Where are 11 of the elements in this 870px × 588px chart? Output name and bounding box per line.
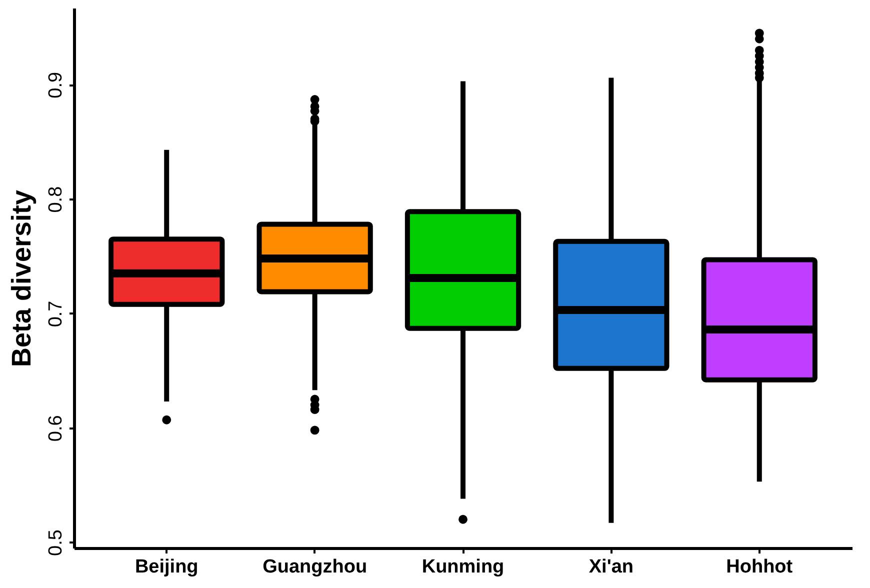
y-tick-label: 0.8 [46,186,66,213]
y-axis-title: Beta diversity [6,190,36,368]
y-tick-label: 0.7 [46,300,66,328]
x-tick-label: Hohhot [726,556,794,578]
x-tick-label: Xi'an [588,556,634,578]
x-tick-label: Guangzhou [262,556,368,578]
y-tick-label: 0.6 [46,415,66,442]
y-tick-label: 0.5 [46,530,66,556]
x-tick-label: Kunming [422,556,504,578]
y-tick-label: 0.9 [46,72,66,98]
x-tick-label: Beijing [134,556,198,578]
